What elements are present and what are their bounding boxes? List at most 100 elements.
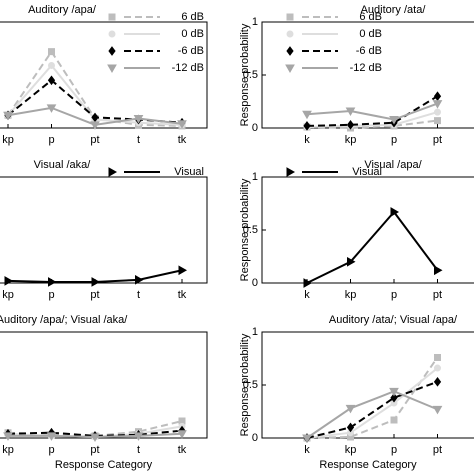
y-tick-label: 0.5 [243, 224, 258, 236]
data-point [346, 119, 355, 130]
legend-label: 6 dB [181, 11, 204, 23]
data-point [390, 392, 398, 403]
legend-label: 0 dB [181, 28, 204, 40]
x-tick-label: k [304, 134, 310, 146]
data-point [432, 100, 443, 109]
data-point [346, 429, 355, 437]
data-point [434, 265, 443, 276]
legend-label: -12 dB [172, 62, 204, 74]
x-tick-label: p [48, 444, 54, 456]
x-tick-label: pt [90, 444, 99, 456]
data-point [302, 110, 312, 120]
legend-label: -6 dB [356, 45, 382, 57]
x-axis-label: Response Category [55, 459, 153, 471]
legend-marker [286, 30, 294, 38]
panel-title: Auditory /ata/; Visual /apa/ [329, 314, 458, 326]
data-point [3, 111, 13, 121]
data-point [178, 265, 188, 276]
data-point [433, 364, 442, 372]
panel-title: Visual /aka/ [34, 159, 92, 171]
data-point [434, 353, 441, 361]
y-tick-label: 1 [252, 326, 258, 338]
data-point [46, 432, 57, 441]
y-tick-label: 0 [252, 277, 258, 289]
series-line [306, 210, 439, 284]
legend-marker [108, 46, 116, 56]
axes-box [0, 331, 208, 439]
legend-label: Visual [352, 166, 382, 178]
data-point [47, 62, 56, 69]
data-point [91, 277, 101, 287]
legend-marker [286, 167, 296, 177]
x-tick-label: t [137, 289, 140, 301]
y-axis-label: Response probability [239, 23, 251, 126]
data-point [434, 117, 441, 125]
series-line [7, 429, 183, 437]
legend-label: 0 dB [359, 28, 382, 40]
data-point [389, 387, 399, 397]
legend-marker [286, 13, 294, 21]
data-point [133, 432, 144, 441]
data-point [433, 91, 442, 102]
legend-label: 6 dB [359, 11, 382, 23]
data-point [90, 121, 100, 130]
legend-marker [285, 64, 295, 74]
x-tick-label: p [48, 289, 54, 301]
data-point [90, 433, 100, 442]
panel-title: Visual /apa/ [364, 159, 422, 171]
data-point [433, 376, 442, 387]
x-tick-label: pt [90, 134, 99, 146]
x-tick-label: kp [345, 444, 357, 456]
y-tick-label: 0.5 [243, 379, 258, 391]
data-point [4, 276, 14, 286]
x-axis-label: Response Category [319, 459, 417, 471]
y-tick-label: 1 [252, 16, 258, 28]
x-tick-label: pt [433, 444, 442, 456]
y-tick-label: 0 [252, 122, 258, 134]
x-tick-label: kp [345, 134, 357, 146]
legend-marker [107, 64, 117, 74]
data-point [46, 104, 57, 113]
x-tick-label: p [391, 289, 397, 301]
data-point [48, 48, 55, 56]
y-tick-label: 1 [252, 171, 258, 183]
x-tick-label: p [391, 444, 397, 456]
x-tick-label: kp [2, 444, 14, 456]
series-line [306, 367, 439, 439]
x-tick-label: t [137, 444, 140, 456]
data-point [390, 207, 400, 217]
series-line [306, 111, 438, 128]
x-tick-label: kp [2, 289, 14, 301]
data-point [433, 108, 442, 116]
data-point [303, 121, 311, 131]
data-point [303, 278, 313, 288]
x-tick-label: t [137, 134, 140, 146]
series-line [306, 380, 438, 439]
x-tick-label: p [48, 134, 54, 146]
data-point [48, 277, 57, 287]
axes-box [0, 176, 208, 284]
x-tick-label: k [304, 444, 310, 456]
data-point [390, 399, 398, 407]
data-point [347, 256, 356, 267]
x-tick-label: tk [178, 134, 187, 146]
data-point [432, 405, 443, 415]
x-tick-label: tk [178, 444, 187, 456]
panel-title: Auditory /ata/ [361, 4, 427, 16]
legend-label: Visual [174, 166, 204, 178]
x-tick-label: tk [178, 289, 187, 301]
data-point [389, 116, 399, 125]
data-point [47, 75, 56, 86]
data-point [390, 416, 398, 424]
legend-label: -12 dB [350, 62, 382, 74]
x-tick-label: p [391, 134, 397, 146]
legend-marker [108, 13, 116, 21]
data-point [133, 114, 144, 124]
x-tick-label: pt [90, 289, 99, 301]
panel-title: Auditory /apa/ [28, 4, 97, 16]
data-point [178, 417, 186, 425]
x-tick-label: pt [433, 134, 442, 146]
series-line [306, 390, 438, 439]
